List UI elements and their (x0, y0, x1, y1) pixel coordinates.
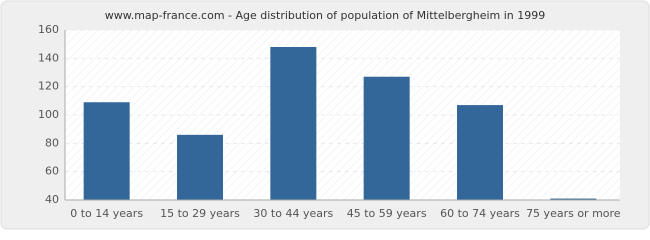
x-tick-label: 0 to 14 years (70, 207, 143, 220)
bar (177, 134, 223, 200)
y-tick-label: 140 (38, 51, 59, 64)
x-tick-label: 45 to 59 years (347, 207, 427, 220)
chart: www.map-france.com - Age distribution of… (0, 0, 650, 230)
x-tick-label: 15 to 29 years (160, 207, 240, 220)
y-tick-label: 100 (38, 108, 59, 121)
x-tick-label: 30 to 44 years (253, 207, 333, 220)
bar (457, 105, 503, 200)
y-tick-label: 60 (45, 165, 59, 178)
chart-title: www.map-france.com - Age distribution of… (105, 9, 546, 22)
y-tick-label: 120 (38, 80, 59, 93)
page: www.map-france.com - Age distribution of… (0, 0, 650, 230)
bar (270, 47, 317, 200)
bar (550, 198, 597, 200)
plot-area (65, 30, 620, 200)
bar (83, 102, 130, 200)
y-tick-label: 40 (45, 193, 59, 206)
x-tick-label: 60 to 74 years (440, 207, 520, 220)
x-tick-label: 75 years or more (526, 207, 621, 220)
y-tick-label: 160 (38, 23, 59, 36)
y-tick-label: 80 (45, 136, 59, 149)
bar (363, 76, 410, 200)
